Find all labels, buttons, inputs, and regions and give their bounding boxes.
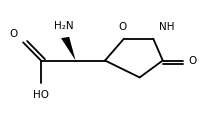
Text: HO: HO bbox=[33, 90, 49, 100]
Text: NH: NH bbox=[159, 22, 174, 32]
Text: H₂N: H₂N bbox=[54, 21, 74, 31]
Text: O: O bbox=[10, 29, 18, 39]
Text: O: O bbox=[119, 22, 127, 32]
Text: O: O bbox=[188, 56, 196, 65]
Polygon shape bbox=[61, 37, 76, 60]
